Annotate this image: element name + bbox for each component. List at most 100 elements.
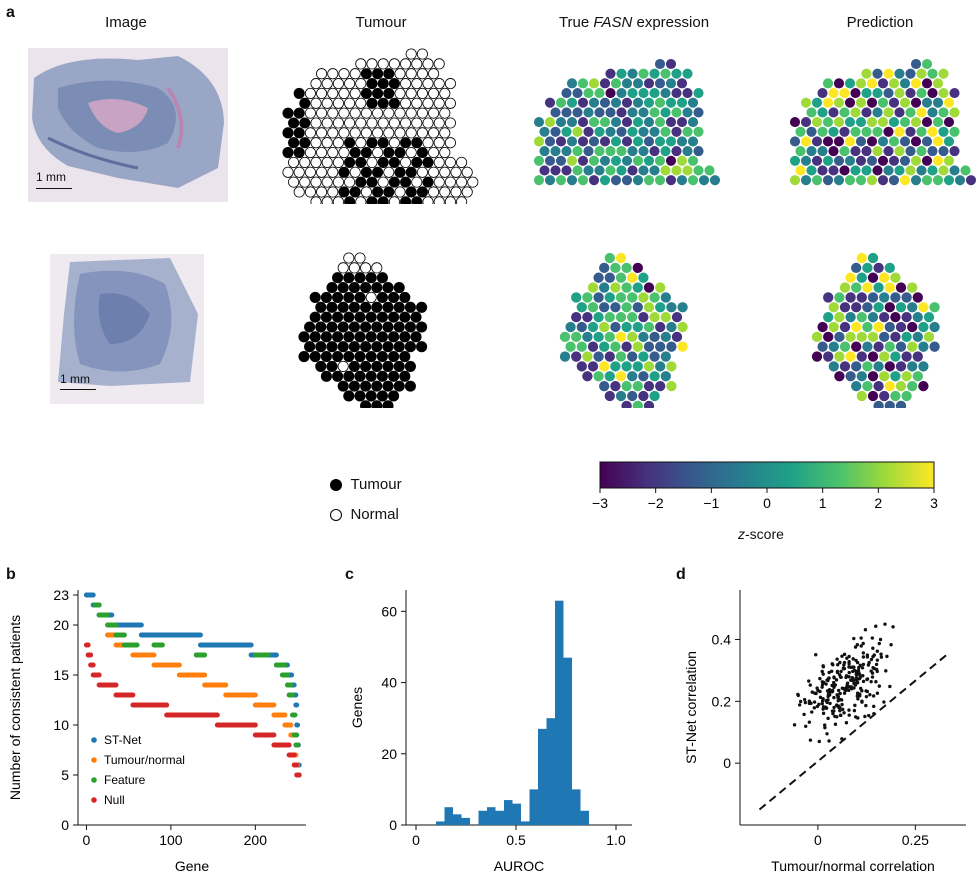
spot [360, 380, 372, 392]
spot [588, 155, 600, 166]
spot [905, 107, 916, 118]
spot [856, 272, 867, 283]
d-point [820, 685, 824, 689]
spot [632, 155, 644, 166]
spot [405, 166, 417, 178]
spot [879, 331, 890, 342]
spot [383, 107, 395, 119]
d-y-label: ST-Net correlation [683, 651, 699, 764]
spot [704, 165, 715, 176]
spot [327, 87, 339, 99]
spot [676, 117, 688, 128]
spot [665, 97, 677, 108]
spot [632, 175, 644, 186]
spot [888, 175, 900, 186]
spot [583, 146, 594, 157]
spot [599, 262, 610, 274]
spot [405, 107, 417, 119]
spot [583, 107, 594, 118]
spot [354, 252, 366, 264]
spot [643, 361, 655, 372]
spot [615, 331, 627, 342]
spot [371, 321, 383, 333]
spot [355, 58, 367, 70]
spot [444, 78, 456, 90]
spot [649, 371, 660, 382]
spot [299, 97, 311, 109]
spot [921, 97, 933, 108]
spot [577, 97, 589, 108]
spot [422, 156, 434, 168]
spot [422, 196, 434, 204]
spot [583, 126, 594, 137]
spot [348, 380, 360, 392]
spot [866, 78, 878, 89]
spot [360, 341, 372, 353]
spot [594, 126, 605, 137]
c-histogram-bar [461, 817, 470, 825]
spot [938, 87, 949, 99]
spot [828, 87, 839, 99]
spot [877, 117, 889, 128]
spot [932, 97, 944, 108]
spot [610, 380, 621, 392]
spot [632, 282, 643, 293]
spot [348, 321, 360, 333]
colorbar-tick-label: 0 [763, 495, 771, 511]
spot [550, 107, 561, 118]
spot [310, 176, 322, 188]
spot [587, 321, 599, 333]
spot [393, 321, 405, 333]
spot [643, 155, 655, 166]
spot [605, 165, 616, 176]
spot [834, 311, 845, 323]
spot [687, 155, 699, 166]
d-point [835, 715, 839, 719]
spot [888, 97, 900, 108]
spot [376, 311, 388, 323]
spot [839, 87, 850, 99]
spot [593, 272, 604, 283]
d-point [830, 688, 835, 693]
spot [912, 331, 923, 342]
spot [687, 136, 699, 147]
spot [665, 58, 677, 70]
spot [660, 311, 671, 323]
spot [337, 301, 349, 313]
b-y-tick-label: 0 [61, 817, 69, 833]
spot [382, 282, 394, 294]
d-point [840, 737, 844, 741]
spot [883, 165, 894, 176]
spot [789, 117, 801, 128]
spot [910, 97, 922, 108]
spot [806, 165, 817, 176]
spot [660, 107, 671, 118]
d-point [842, 686, 846, 691]
spot [811, 351, 823, 362]
spot [343, 252, 355, 264]
spot [405, 127, 417, 139]
spot [938, 126, 949, 137]
spot [316, 68, 328, 80]
spot [550, 146, 561, 157]
spot [627, 272, 638, 283]
spot [393, 341, 405, 353]
colorbar-label: z-score [738, 526, 784, 542]
spot [320, 331, 332, 343]
c-y-tick-label: 0 [389, 817, 397, 833]
d-point [821, 696, 825, 701]
spot [899, 78, 911, 89]
spot [572, 146, 583, 157]
d-point [869, 679, 873, 684]
spot [310, 78, 322, 90]
spot [873, 302, 884, 313]
spot [822, 136, 834, 147]
column-title-tumour: Tumour [355, 14, 407, 31]
spot [439, 87, 451, 99]
spot [862, 361, 873, 372]
spot [910, 136, 922, 147]
spot [888, 136, 900, 147]
spot [321, 156, 333, 168]
d-point [839, 713, 843, 718]
spot [789, 155, 801, 166]
